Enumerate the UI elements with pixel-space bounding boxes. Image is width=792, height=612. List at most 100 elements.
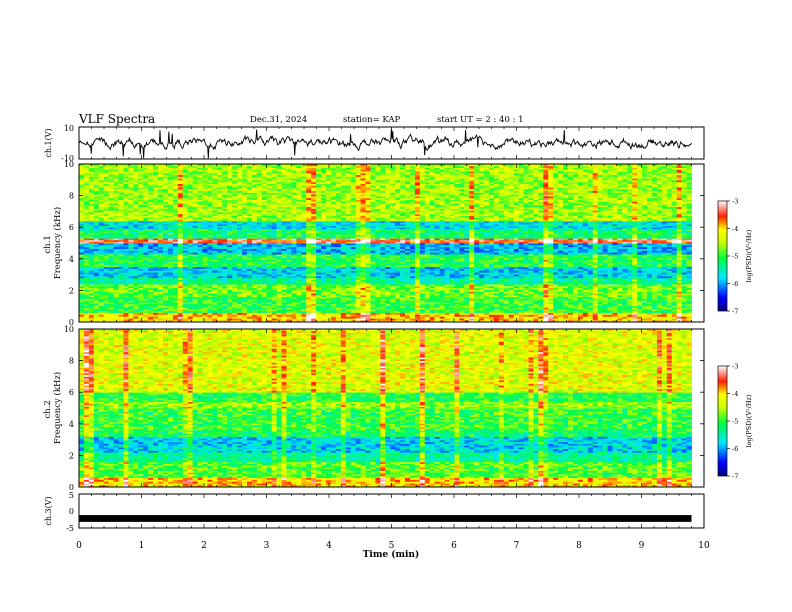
- spectrogram-cell: [375, 320, 381, 323]
- spectrogram-cell: [518, 301, 524, 305]
- spectrogram-cell: [558, 309, 564, 312]
- spectrogram-cell: [543, 301, 549, 305]
- spectrogram-cell: [563, 314, 569, 317]
- spectrogram-cell: [602, 296, 608, 299]
- spectrogram-cell: [528, 305, 534, 308]
- spectrogram-cell: [227, 298, 233, 301]
- spectrogram-cell: [424, 310, 431, 313]
- spectrogram-cell: [261, 294, 268, 298]
- spectrogram-cell: [577, 301, 584, 305]
- spectrogram-cell: [498, 318, 505, 321]
- spectrogram-cell: [217, 312, 223, 315]
- spectrogram-cell: [419, 314, 426, 317]
- spectrogram-cell: [637, 310, 643, 313]
- spectrogram-cell: [666, 303, 673, 306]
- spectrogram-cell: [345, 305, 352, 308]
- spectrogram-cell: [375, 298, 381, 301]
- spectrogram-cell: [143, 300, 149, 303]
- spectrogram-cell: [202, 294, 208, 298]
- spectrogram-cell: [103, 303, 110, 306]
- spectrogram-cell: [632, 305, 638, 308]
- spectrogram-cell: [533, 303, 539, 306]
- spectrogram-cell: [587, 309, 594, 312]
- spectrogram-cell: [296, 312, 302, 315]
- spectrogram-cell: [103, 296, 110, 299]
- spectrogram-cell: [676, 305, 683, 308]
- spectrogram-cell: [192, 310, 198, 313]
- spectrogram-cell: [375, 312, 381, 315]
- spectrogram-cell: [400, 312, 406, 315]
- spectrogram-cell: [227, 303, 233, 306]
- spectrogram-cell: [306, 318, 312, 321]
- spectrogram-cell: [256, 320, 263, 323]
- spectrogram-cell: [637, 314, 643, 317]
- spectrogram-cell: [202, 296, 208, 299]
- spectrogram-cell: [484, 301, 490, 305]
- spectrogram-cell: [642, 301, 648, 305]
- spectrogram-cell: [360, 305, 366, 308]
- spectrogram-cell: [617, 301, 623, 305]
- spectrogram-cell: [479, 296, 485, 299]
- spectrogram-cell: [212, 307, 218, 310]
- spectrogram-cell: [676, 314, 683, 317]
- spectrogram-cell: [414, 300, 421, 303]
- spectrogram-cell: [375, 294, 381, 298]
- spectrogram-cell: [123, 298, 129, 301]
- spectrogram-cell: [454, 312, 460, 315]
- spectrogram-cell: [414, 307, 421, 310]
- spectrogram-cell: [276, 314, 282, 317]
- spectrogram-cell: [167, 307, 174, 310]
- spectrogram-cell: [637, 312, 643, 315]
- spectrogram-cell: [454, 318, 460, 321]
- spectrogram-cell: [246, 307, 253, 310]
- spectrogram-cell: [123, 307, 129, 310]
- spectrogram-cell: [311, 303, 317, 306]
- spectrogram-cell: [577, 298, 584, 301]
- spectrogram-cell: [88, 294, 95, 298]
- spectrogram-cell: [291, 310, 297, 313]
- spectrogram-cell: [676, 301, 683, 305]
- spectrogram-cell: [222, 307, 228, 310]
- spectrogram-cell: [414, 305, 421, 308]
- spectrogram-cell: [459, 312, 465, 315]
- spectrogram-cell: [108, 298, 114, 301]
- spectrogram-cell: [143, 294, 149, 298]
- spectrogram-cell: [350, 294, 357, 298]
- spectrogram-cell: [572, 301, 579, 305]
- spectrogram-cell: [88, 296, 95, 299]
- spectrogram-cell: [395, 307, 401, 310]
- spectrogram-cell: [207, 303, 213, 306]
- spectrogram-cell: [577, 318, 584, 321]
- spectrogram-cell: [587, 296, 594, 299]
- spectrogram-cell: [681, 303, 687, 306]
- spectrogram-cell: [79, 298, 85, 301]
- spectrogram-cell: [587, 301, 594, 305]
- spectrogram-cell: [449, 312, 455, 315]
- spectrogram-cell: [528, 300, 534, 303]
- spectrogram-cell: [592, 310, 599, 313]
- spectrogram-cell: [469, 305, 475, 308]
- spectrogram-cell: [153, 300, 159, 303]
- spectrogram-cell: [488, 316, 495, 319]
- spectrogram-cell: [375, 301, 381, 305]
- spectrogram-cell: [543, 312, 549, 315]
- spectrogram-cell: [345, 294, 352, 298]
- spectrogram-cell: [568, 296, 574, 299]
- spectrogram-cell: [513, 300, 520, 303]
- spectrogram-cell: [686, 310, 692, 313]
- spectrogram-cell: [568, 316, 574, 319]
- spectrogram-cell: [518, 296, 524, 299]
- spectrogram-cell: [666, 320, 673, 323]
- spectrogram-cell: [316, 314, 322, 317]
- spectrogram-cell: [261, 300, 268, 303]
- spectrogram-cell: [286, 300, 292, 303]
- spectrogram-cell: [612, 303, 618, 306]
- spectrogram-cell: [385, 312, 391, 315]
- spectrogram-cell: [513, 296, 520, 299]
- spectrogram-cell: [227, 320, 233, 323]
- spectrogram-cell: [385, 301, 391, 305]
- spectrogram-cell: [533, 320, 539, 323]
- spectrogram-cell: [148, 307, 154, 310]
- spectrogram-cell: [321, 303, 327, 306]
- spectrogram-cell: [568, 310, 574, 313]
